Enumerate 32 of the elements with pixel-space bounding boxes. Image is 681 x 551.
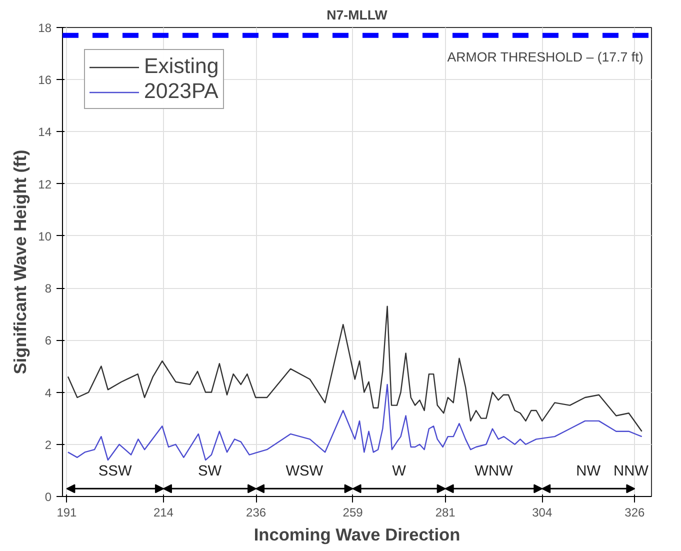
y-tick-label: 10: [38, 229, 52, 244]
y-axis-title: Significant Wave Height (ft): [10, 150, 30, 374]
x-axis-title: Incoming Wave Direction: [254, 524, 460, 544]
annotation: SSW: [98, 464, 132, 480]
y-tick-label: 2: [44, 438, 52, 452]
y-tick-label: 0: [44, 490, 52, 504]
y-tick-label: 16: [38, 73, 52, 88]
annotation: WNW: [474, 464, 514, 480]
annotation: W: [392, 464, 406, 480]
y-tick-label: 12: [38, 177, 52, 192]
legend-label: Existing: [144, 54, 219, 79]
x-tick-label: 281: [435, 506, 456, 520]
y-tick-label: 4: [44, 386, 52, 400]
x-tick-label: 326: [624, 506, 646, 520]
annotation: NNW: [614, 464, 649, 480]
y-tick-label: 18: [38, 21, 52, 35]
x-tick-label: 214: [153, 506, 174, 520]
annotation: SW: [198, 464, 222, 480]
chart-title: N7-MLLW: [326, 8, 388, 22]
ref-line-label: ARMOR THRESHOLD – (17.7 ft): [447, 49, 644, 64]
y-tick-label: 8: [44, 282, 52, 296]
line-series: [67, 384, 642, 461]
y-tick-label: 14: [38, 125, 52, 140]
x-tick-label: 236: [246, 506, 266, 520]
y-tick-label: 6: [44, 334, 52, 348]
line-series: [67, 306, 642, 432]
annotation: WSW: [286, 464, 324, 480]
x-tick-label: 259: [342, 506, 364, 520]
x-tick-label: 191: [56, 506, 78, 520]
legend-label: 2023PA: [144, 79, 218, 104]
x-tick-label: 304: [532, 506, 552, 520]
annotation: NW: [576, 464, 601, 480]
